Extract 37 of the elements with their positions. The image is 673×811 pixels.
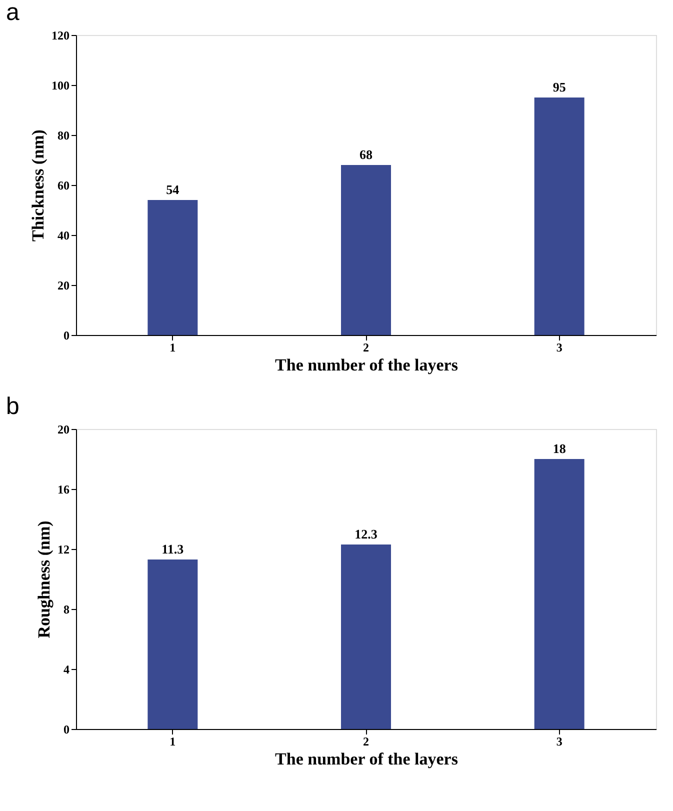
bar [534, 459, 584, 729]
y-axis-title: Thickness (nm) [28, 130, 48, 242]
bar [148, 200, 198, 335]
x-axis-title: The number of the layers [275, 356, 458, 374]
y-tick-label: 20 [58, 278, 70, 292]
y-tick-label: 0 [64, 722, 70, 736]
bar [341, 165, 391, 335]
bar [341, 544, 391, 729]
y-tick-label: 20 [58, 422, 70, 436]
bar [534, 98, 584, 335]
y-tick-label: 60 [58, 178, 70, 192]
x-tick-label: 3 [556, 340, 562, 354]
data-label: 68 [360, 147, 373, 162]
data-label: 12.3 [354, 526, 378, 542]
y-tick-label: 4 [64, 662, 70, 676]
data-label: 11.3 [162, 542, 184, 556]
chart-title: a [6, 0, 20, 26]
x-tick-label: 2 [363, 734, 369, 748]
x-tick-label: 2 [363, 340, 369, 354]
y-tick-label: 8 [64, 602, 70, 616]
x-tick-label: 1 [170, 340, 176, 354]
x-tick-label: 1 [170, 734, 176, 748]
y-tick-label: 80 [58, 128, 70, 142]
y-tick-label: 120 [52, 28, 70, 42]
x-tick-label: 3 [556, 734, 562, 748]
bar [148, 560, 198, 729]
y-tick-label: 0 [64, 328, 70, 342]
x-axis-title: The number of the layers [275, 750, 458, 768]
data-label: 18 [552, 441, 566, 456]
y-tick-label: 12 [58, 542, 70, 556]
y-tick-label: 40 [58, 228, 70, 242]
y-tick-label: 100 [52, 78, 70, 92]
data-label: 95 [552, 80, 566, 94]
y-tick-label: 16 [58, 482, 70, 496]
chart-title: b [6, 393, 20, 420]
data-label: 54 [166, 182, 180, 197]
y-axis-title: Roughness (nm) [34, 520, 54, 638]
